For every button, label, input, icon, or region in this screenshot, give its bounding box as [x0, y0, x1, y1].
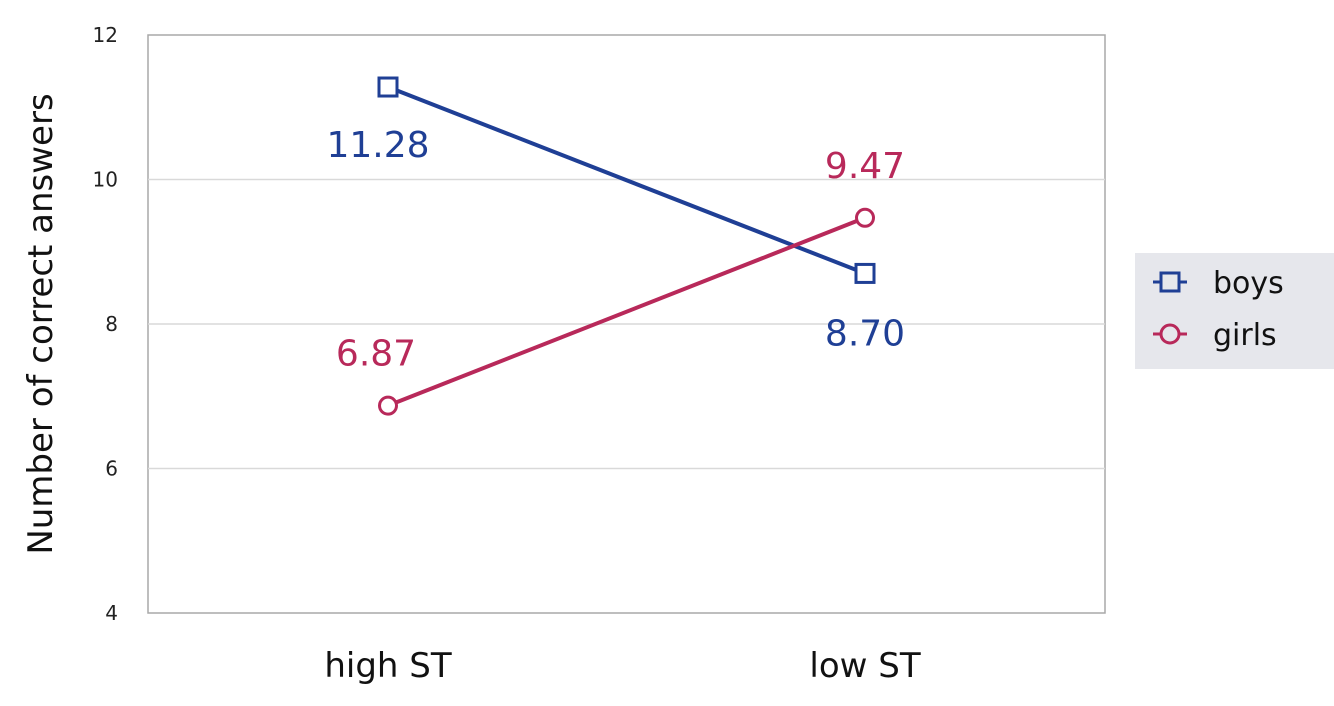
- x-tick-label: high ST: [324, 646, 452, 686]
- y-tick-label: 8: [105, 312, 118, 336]
- data-label-boys: 8.70: [825, 313, 905, 354]
- y-tick-label: 6: [105, 457, 118, 481]
- data-point-girls: [378, 395, 398, 416]
- legend-item-boys: boys: [1153, 266, 1284, 301]
- series-layer: 11.28 8.70 6.87 9.47: [326, 76, 905, 416]
- series-line-boys: [387, 85, 866, 276]
- y-tick-label: 10: [93, 168, 118, 192]
- series-line-girls: [387, 215, 866, 408]
- y-axis-ticks: 4 6 8 10 12: [93, 23, 118, 625]
- y-tick-label: 12: [93, 23, 118, 47]
- x-axis-ticks: high ST low ST: [324, 646, 920, 686]
- data-label-boys: 11.28: [326, 125, 429, 166]
- legend-label: boys: [1213, 266, 1284, 301]
- x-tick-label: low ST: [809, 646, 920, 686]
- y-tick-label: 4: [105, 601, 118, 625]
- data-label-girls: 6.87: [336, 334, 416, 375]
- legend-square-marker: [1159, 271, 1181, 293]
- data-point-boys: [854, 262, 876, 284]
- legend-circle-marker: [1159, 323, 1181, 345]
- data-label-girls: 9.47: [825, 146, 905, 187]
- series-girls: 6.87 9.47: [336, 146, 905, 416]
- legend: boys girls: [1135, 253, 1334, 369]
- legend-item-girls: girls: [1153, 318, 1277, 353]
- data-point-girls: [855, 207, 875, 228]
- data-point-boys: [377, 76, 399, 98]
- series-boys: 11.28 8.70: [326, 76, 905, 354]
- legend-label: girls: [1213, 318, 1277, 353]
- y-axis-label: Number of correct answers: [21, 93, 61, 554]
